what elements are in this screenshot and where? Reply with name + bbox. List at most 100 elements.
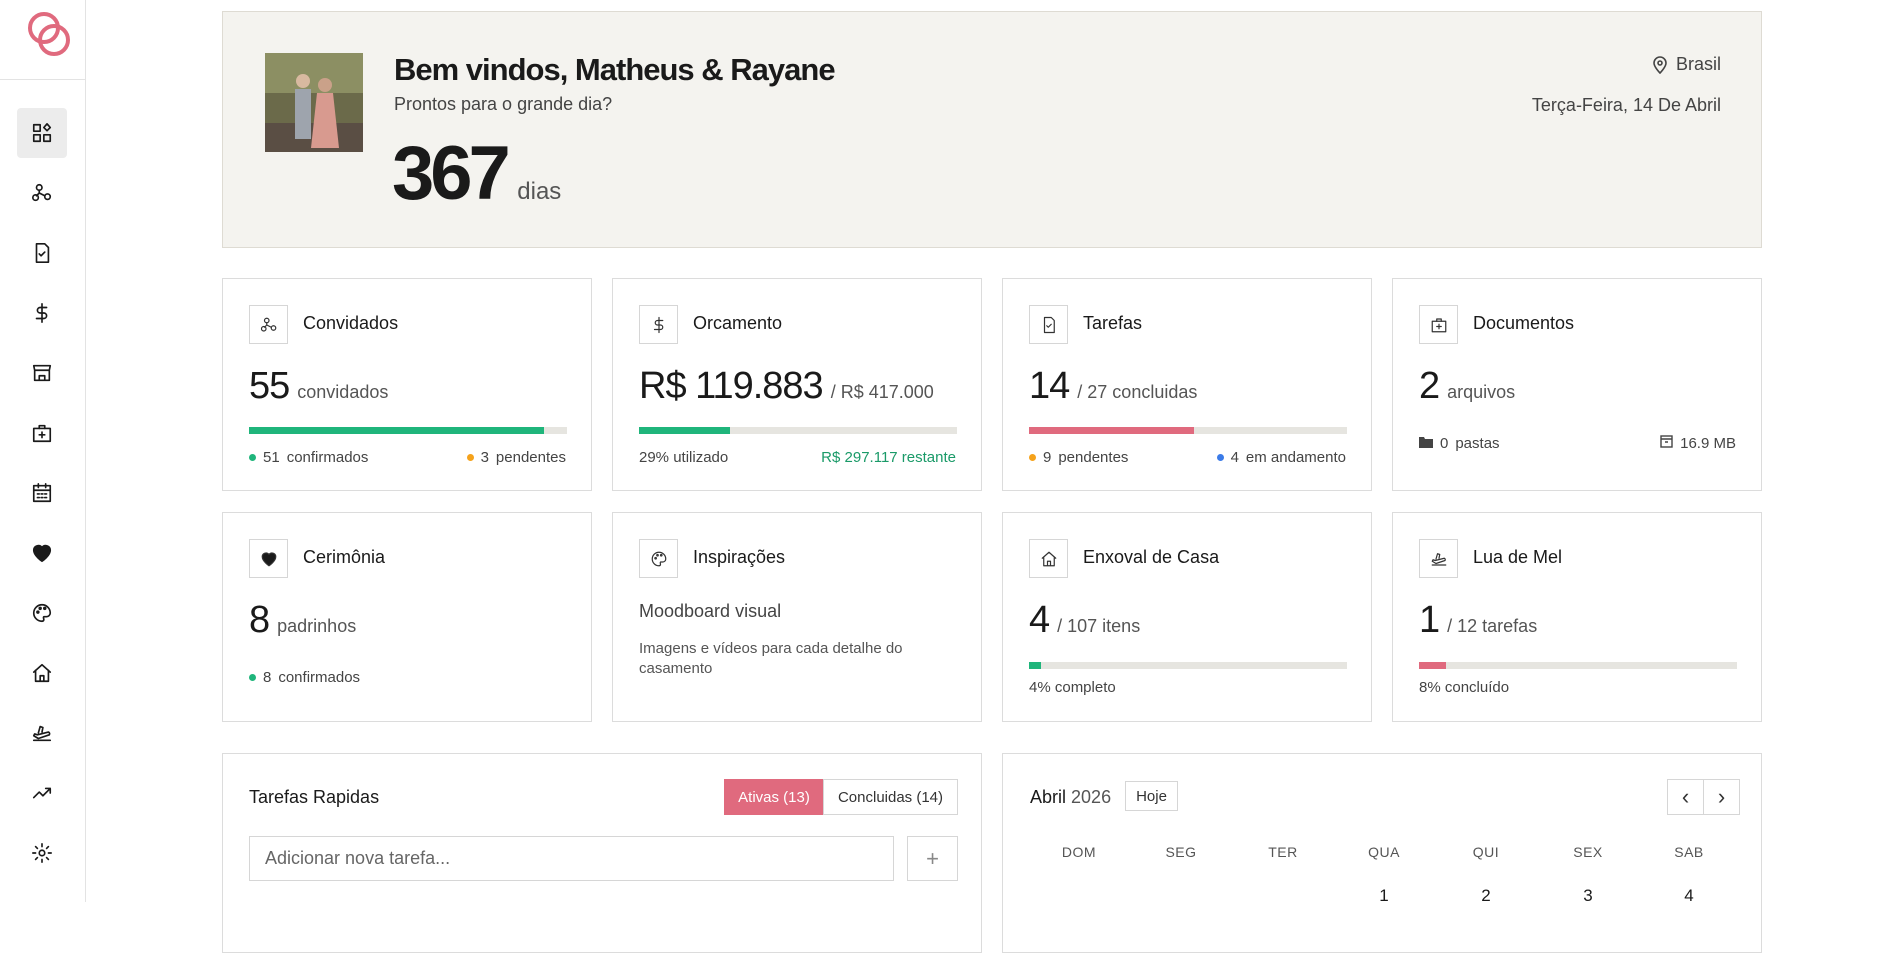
pin-icon	[1653, 55, 1667, 74]
footer-count: 51	[263, 449, 280, 466]
card-icon	[639, 305, 678, 344]
nav-item[interactable]	[17, 768, 67, 818]
quick-tasks-panel: Tarefas Rapidas Ativas (13) Concluidas (…	[222, 753, 982, 953]
nav-item[interactable]	[17, 408, 67, 458]
countdown: 367 dias	[392, 130, 561, 217]
summary-card[interactable]: Inspirações Moodboard visual Imagens e víd…	[612, 512, 982, 722]
card-footer-item: 9 pendentes	[1029, 449, 1128, 466]
metric-value: 2	[1419, 365, 1440, 407]
card-icon	[1029, 305, 1068, 344]
card-title: Cerimônia	[303, 547, 386, 567]
progress-track	[1029, 427, 1347, 434]
card-icon	[1029, 539, 1068, 578]
card-icon	[1419, 539, 1458, 578]
progress-bar	[1419, 662, 1446, 669]
folder-icon	[1419, 435, 1433, 452]
calendar-month: Abril 2026	[1030, 787, 1111, 808]
today-button[interactable]: Hoje	[1125, 781, 1178, 811]
metric-value: 1	[1419, 599, 1440, 641]
year: 2026	[1071, 787, 1112, 807]
calendar-day[interactable]: 1	[1379, 886, 1389, 905]
progress-bar	[1029, 662, 1041, 669]
card-title: Enxoval de Casa	[1083, 547, 1220, 567]
progress-bar	[249, 427, 544, 434]
card-footer-item: 16.9 MB	[1660, 435, 1736, 452]
footer-text: em andamento	[1245, 449, 1346, 466]
tab-active[interactable]: Ativas (13)	[724, 779, 824, 815]
metric-unit: / R$ 417.000	[830, 382, 934, 402]
calendar-day[interactable]: 2	[1481, 886, 1491, 905]
card-metric: 55 convidados	[249, 365, 388, 408]
metric-value: 14	[1029, 365, 1070, 407]
weekday: QUA	[1368, 844, 1400, 860]
card-footer-item: 0 pastas	[1419, 435, 1500, 452]
metric-unit: arquivos	[1447, 382, 1516, 402]
logo	[28, 12, 70, 56]
calendar-day[interactable]: 4	[1684, 886, 1694, 905]
nav-item[interactable]	[17, 348, 67, 398]
metric-value: R$ 119.883	[639, 365, 824, 407]
nav-item[interactable]	[17, 228, 67, 278]
task-input[interactable]: Adicionar nova tarefa...	[249, 836, 894, 881]
nav-item[interactable]	[17, 108, 67, 158]
summary-card[interactable]: Orcamento R$ 119.883 / R$ 417.000 29% utili…	[612, 278, 982, 491]
summary-card[interactable]: Lua de Mel 1 / 12 tarefas 8% concluído	[1392, 512, 1762, 722]
summary-card[interactable]: Cerimônia 8 padrinhos 8 confirmados	[222, 512, 592, 722]
card-footer-item: 29% utilizado	[639, 449, 728, 466]
summary-card[interactable]: Enxoval de Casa 4 / 107 itens 4% completo	[1002, 512, 1372, 722]
nav-item[interactable]	[17, 708, 67, 758]
footer-count: 8	[263, 669, 272, 686]
progress-track	[1419, 662, 1737, 669]
nav-item[interactable]	[17, 588, 67, 638]
summary-card[interactable]: Documentos 2 arquivos 0 pastas 16.9 MB	[1392, 278, 1762, 491]
weekday: SEG	[1165, 844, 1197, 860]
footer-text: 4% completo	[1029, 679, 1116, 696]
summary-card[interactable]: Convidados 55 convidados 51 confirmados 3 pend…	[222, 278, 592, 491]
nav-item[interactable]	[17, 828, 67, 878]
card-metric: 8 padrinhos	[249, 599, 356, 642]
card-title: Orcamento	[693, 313, 783, 333]
weekday: QUI	[1472, 844, 1500, 860]
nav-item[interactable]	[17, 528, 67, 578]
footer-text: pastas	[1455, 435, 1500, 452]
welcome-title: Bem vindos, Matheus & Rayane	[394, 52, 836, 87]
calendar-day[interactable]: 3	[1583, 886, 1593, 905]
next-button[interactable]: ›	[1703, 779, 1740, 815]
nav-item[interactable]	[17, 288, 67, 338]
card-metric: 1 / 12 tarefas	[1419, 599, 1537, 642]
metric-unit: padrinhos	[277, 616, 357, 636]
card-title: Lua de Mel	[1473, 547, 1563, 567]
card-icon	[639, 539, 678, 578]
location-text: Brasil	[1675, 54, 1721, 74]
footer-count: 0	[1440, 435, 1449, 452]
nav-item[interactable]	[17, 468, 67, 518]
add-button[interactable]: +	[907, 836, 958, 881]
tab-done[interactable]: Concluidas (14)	[823, 779, 958, 815]
status-dot	[1029, 454, 1036, 461]
card-description: Imagens e vídeos para cada detalhe do ca…	[639, 640, 903, 677]
days-unit: dias	[517, 178, 562, 205]
status-dot	[1216, 454, 1224, 461]
progress-track	[639, 427, 957, 434]
page: {"header":{"title":"Bem vindos, Matheus …	[0, 0, 1762, 953]
nav-item[interactable]	[17, 648, 67, 698]
footer-text: confirmados	[286, 449, 369, 466]
metric-value: 55	[249, 365, 290, 407]
progress-track	[1029, 662, 1347, 669]
status-dot	[249, 674, 256, 681]
prev-button[interactable]: ‹	[1667, 779, 1704, 815]
card-icon	[249, 539, 288, 578]
nav-item[interactable]	[17, 168, 67, 218]
welcome-subtitle: Prontos para o grande dia?	[394, 94, 613, 114]
footer-count: 9	[1043, 449, 1052, 466]
card-footer-item: 4% completo	[1029, 679, 1116, 696]
status-dot	[249, 454, 256, 461]
weekday: SEX	[1573, 844, 1603, 860]
summary-card[interactable]: Tarefas 14 / 27 concluidas 9 pendentes 4 em an…	[1002, 278, 1372, 491]
card-footer-item: 51 confirmados	[249, 449, 368, 466]
metric-unit: / 107 itens	[1057, 616, 1141, 636]
metric-value: 8	[249, 599, 270, 641]
archive-icon	[1660, 435, 1673, 452]
footer-text: 29% utilizado	[639, 449, 729, 466]
days-count: 367	[392, 131, 511, 216]
